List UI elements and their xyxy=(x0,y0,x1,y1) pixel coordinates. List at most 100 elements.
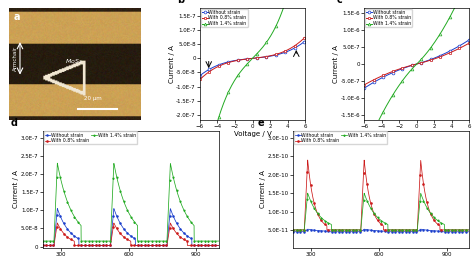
With 0.8% strain xyxy=(197,78,203,81)
Text: e: e xyxy=(258,118,264,128)
Text: d: d xyxy=(11,118,18,128)
Line: Without strain: Without strain xyxy=(199,40,306,77)
With 0.8% strain xyxy=(217,64,222,67)
Without strain xyxy=(389,71,395,74)
With 1.4% strain xyxy=(361,151,367,154)
With 0.8% strain xyxy=(457,46,463,49)
Line: With 1.4% strain: With 1.4% strain xyxy=(363,0,471,153)
With 0.8% strain xyxy=(201,74,207,77)
Legend: Without strain, With 0.8% strain, With 1.4% strain: Without strain, With 0.8% strain, With 1… xyxy=(365,9,412,27)
Line: With 0.8% strain: With 0.8% strain xyxy=(42,222,219,246)
With 0.8% strain xyxy=(55,221,60,225)
Without strain xyxy=(71,234,76,237)
With 0.8% strain xyxy=(108,244,113,247)
With 1.4% strain xyxy=(368,136,374,139)
With 0.8% strain xyxy=(463,228,469,231)
With 1.4% strain xyxy=(40,240,46,243)
With 1.4% strain xyxy=(197,202,203,205)
With 0.8% strain xyxy=(290,228,296,231)
Without strain xyxy=(310,229,316,232)
With 1.4% strain xyxy=(305,191,310,195)
Without strain xyxy=(297,44,302,47)
With 1.4% strain xyxy=(194,240,200,243)
Without strain xyxy=(365,84,371,87)
Without strain xyxy=(194,244,200,247)
With 1.4% strain xyxy=(365,202,371,205)
With 0.8% strain xyxy=(389,70,395,73)
Without strain xyxy=(217,63,222,66)
Line: With 0.8% strain: With 0.8% strain xyxy=(363,42,471,86)
With 0.8% strain xyxy=(461,45,467,48)
Without strain xyxy=(115,217,121,220)
Text: Armchair: Armchair xyxy=(13,46,18,71)
Without strain xyxy=(466,38,472,41)
Without strain xyxy=(461,42,467,45)
Y-axis label: Current / A: Current / A xyxy=(260,170,266,208)
With 1.4% strain xyxy=(203,166,209,169)
With 1.4% strain xyxy=(216,240,222,243)
With 0.8% strain xyxy=(381,73,387,77)
Without strain xyxy=(321,229,327,232)
Without strain xyxy=(368,83,374,86)
With 0.8% strain xyxy=(310,197,316,200)
With 0.8% strain xyxy=(293,43,299,46)
With 1.4% strain xyxy=(201,177,207,180)
Without strain xyxy=(358,230,364,233)
With 1.4% strain xyxy=(321,218,327,221)
Line: With 1.4% strain: With 1.4% strain xyxy=(42,163,219,242)
Without strain xyxy=(197,74,203,77)
With 1.4% strain xyxy=(108,240,113,243)
With 0.8% strain xyxy=(368,80,374,83)
With 1.4% strain xyxy=(71,213,76,216)
With 0.8% strain xyxy=(466,41,472,45)
With 1.4% strain xyxy=(225,91,231,94)
Without strain xyxy=(201,71,207,74)
X-axis label: Voltage / V: Voltage / V xyxy=(398,131,436,137)
With 1.4% strain xyxy=(466,228,472,231)
Without strain xyxy=(60,220,66,223)
X-axis label: Voltage / V: Voltage / V xyxy=(234,131,272,137)
With 1.4% strain xyxy=(381,109,387,112)
With 0.8% strain xyxy=(297,40,302,44)
Without strain xyxy=(290,230,296,233)
With 0.8% strain xyxy=(305,158,310,162)
With 0.8% strain xyxy=(365,81,371,84)
With 0.8% strain xyxy=(225,61,231,64)
With 1.4% strain xyxy=(290,228,296,231)
Without strain xyxy=(444,230,450,233)
Legend: Without strain, With 0.8% strain, With 1.4% strain: Without strain, With 0.8% strain, With 1… xyxy=(201,9,248,27)
Without strain xyxy=(305,228,310,231)
With 1.4% strain xyxy=(115,181,121,184)
Y-axis label: Current / A: Current / A xyxy=(13,170,19,208)
Without strain xyxy=(302,40,308,43)
With 1.4% strain xyxy=(217,113,222,116)
Without strain xyxy=(203,70,209,73)
With 0.8% strain xyxy=(213,244,219,247)
Without strain xyxy=(361,87,367,90)
Text: 20 μm: 20 μm xyxy=(84,96,102,101)
With 0.8% strain xyxy=(444,228,450,231)
With 1.4% strain xyxy=(463,228,469,231)
Line: With 1.4% strain: With 1.4% strain xyxy=(199,0,306,205)
Legend: Without strain, With 0.8% strain, With 1.4% strain: Without strain, With 0.8% strain, With 1… xyxy=(44,132,137,144)
With 0.8% strain xyxy=(358,228,364,231)
Line: With 0.8% strain: With 0.8% strain xyxy=(199,36,306,81)
Y-axis label: Current / A: Current / A xyxy=(333,45,339,83)
With 1.4% strain xyxy=(60,186,66,189)
Without strain xyxy=(457,44,463,47)
Legend: Without strain, With 0.8% strain, With 1.4% strain: Without strain, With 0.8% strain, With 1… xyxy=(294,132,387,144)
With 1.4% strain xyxy=(389,94,395,98)
Text: b: b xyxy=(177,0,184,5)
Without strain xyxy=(216,244,222,247)
With 0.8% strain xyxy=(321,222,327,225)
With 1.4% strain xyxy=(358,228,364,231)
Without strain xyxy=(213,244,219,247)
Text: a: a xyxy=(13,12,20,22)
Without strain xyxy=(40,244,46,247)
With 0.8% strain xyxy=(71,239,76,242)
With 0.8% strain xyxy=(115,229,121,232)
With 1.4% strain xyxy=(213,240,219,243)
Without strain xyxy=(108,244,113,247)
Without strain xyxy=(466,230,472,233)
With 0.8% strain xyxy=(365,190,371,193)
